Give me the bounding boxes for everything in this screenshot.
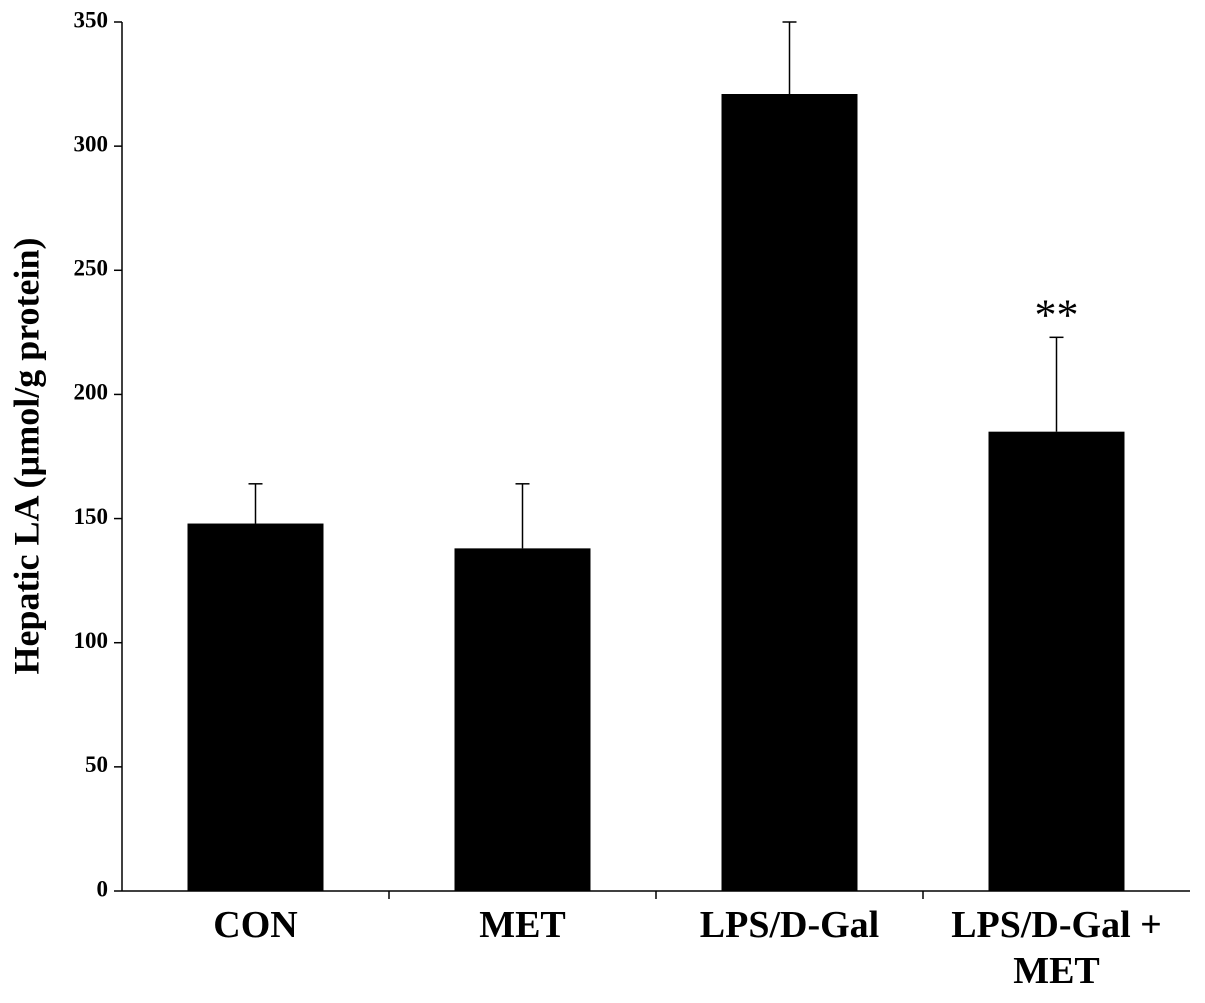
bar	[988, 431, 1125, 891]
y-tick-label: 100	[74, 628, 109, 653]
y-tick-label: 200	[74, 380, 109, 405]
x-tick-label: LPS/D-Gal	[699, 904, 880, 946]
y-tick-label: 50	[85, 752, 108, 777]
x-tick-label: MET	[479, 904, 566, 946]
bar	[721, 94, 858, 891]
y-tick-label: 0	[97, 876, 109, 901]
y-tick-label: 250	[74, 256, 109, 281]
y-tick-label: 300	[74, 131, 109, 156]
x-tick-label: CON	[213, 904, 298, 946]
bar	[454, 548, 591, 891]
y-tick-label: 350	[74, 7, 109, 32]
x-tick-label: LPS/D-Gal + MET	[951, 904, 1162, 992]
annotation: **	[1035, 290, 1079, 339]
y-tick-label: 150	[74, 504, 109, 529]
y-axis-label: Hepatic LA (µmol/g protein)	[6, 237, 46, 674]
bar	[187, 523, 324, 891]
